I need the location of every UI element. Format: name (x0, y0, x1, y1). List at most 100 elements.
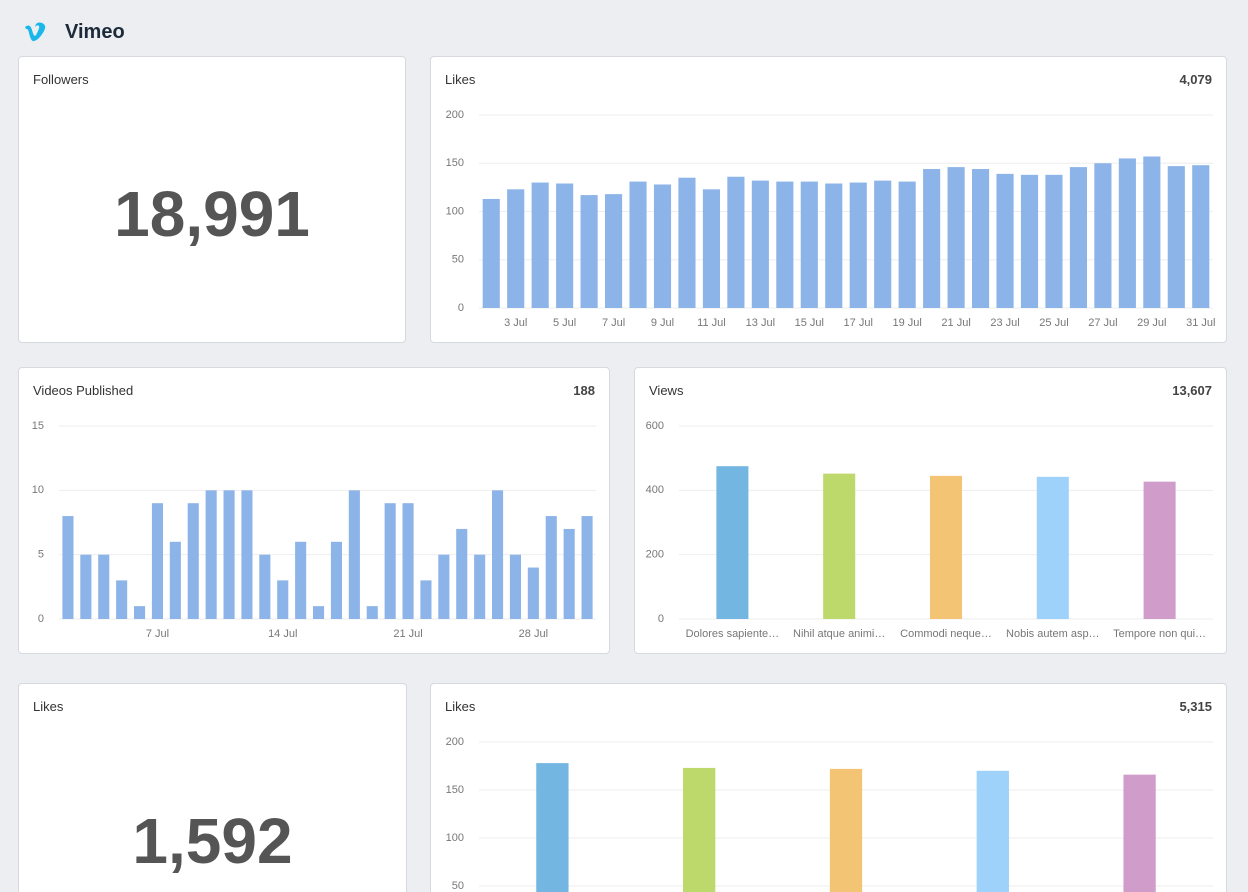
x-tick-label: 21 Jul (393, 628, 422, 640)
y-tick-label: 150 (446, 784, 464, 796)
bar (366, 606, 378, 619)
bar (581, 516, 593, 619)
bar (474, 554, 486, 619)
x-tick-label: Nobis autem asp… (1006, 628, 1100, 640)
y-tick-label: 100 (446, 205, 464, 217)
y-tick-label: 50 (452, 880, 464, 892)
bar (277, 580, 289, 619)
bar (996, 173, 1014, 308)
bar (151, 503, 163, 619)
bar (313, 606, 325, 619)
metric-label: Followers (33, 72, 89, 87)
bar (348, 490, 360, 619)
bar (702, 189, 720, 308)
bar (923, 169, 941, 308)
bar (1069, 167, 1087, 308)
x-tick-label: Nihil atque animi… (793, 628, 885, 640)
chart-card: Likes 4,079 0 50 100 150 200 3 Jul 5 Jul 7 Jul 9… (430, 56, 1227, 343)
y-tick-label: 200 (646, 549, 664, 561)
bar (629, 181, 647, 308)
bar (1192, 165, 1210, 308)
x-tick-label: 9 Jul (651, 317, 674, 329)
bar (62, 516, 74, 619)
bar (402, 503, 414, 619)
app-title: Vimeo (65, 21, 125, 43)
bar (1118, 158, 1136, 308)
chart-total: 4,079 (1179, 72, 1212, 87)
chart-total: 13,607 (1172, 383, 1212, 398)
chart: 50 100 150 200 (446, 736, 1213, 892)
bar (1143, 156, 1161, 308)
x-tick-label: 23 Jul (990, 317, 1019, 329)
bar (898, 181, 916, 308)
metric-value: 1,592 (132, 805, 293, 877)
x-tick-label: 19 Jul (892, 317, 921, 329)
chart-card: Likes 5,315 50 100 150 200 (430, 683, 1227, 892)
bar (205, 490, 217, 619)
logo (25, 22, 46, 42)
bar (776, 181, 794, 308)
x-tick-label: Dolores sapiente… (686, 628, 780, 640)
x-tick-label: 3 Jul (504, 317, 527, 329)
bar (1036, 476, 1069, 619)
bar (492, 490, 504, 619)
bar (849, 182, 867, 308)
x-tick-label: Tempore non qui… (1113, 628, 1206, 640)
bar (825, 183, 843, 308)
y-tick-label: 100 (446, 832, 464, 844)
bar (384, 503, 396, 619)
bar (134, 606, 146, 619)
x-tick-label: 31 Jul (1186, 317, 1215, 329)
y-tick-label: 5 (38, 549, 44, 561)
chart-card: Views 13,607 0 200 400 600 Dolores sapiente…… (634, 367, 1227, 654)
bar (976, 770, 1009, 892)
y-tick-label: 600 (646, 420, 664, 432)
x-tick-label: 27 Jul (1088, 317, 1117, 329)
metric-value: 18,991 (114, 178, 310, 250)
chart: 0 50 100 150 200 3 Jul 5 Jul 7 Jul 9 Jul 11 Jul 13… (446, 109, 1216, 329)
x-tick-label: 17 Jul (844, 317, 873, 329)
x-tick-label: 15 Jul (795, 317, 824, 329)
bar (241, 490, 253, 619)
bar (223, 490, 235, 619)
bar (947, 167, 965, 308)
bar (1020, 174, 1039, 308)
y-tick-label: 400 (646, 484, 664, 496)
y-tick-label: 0 (658, 613, 664, 625)
bar (330, 541, 342, 619)
y-tick-label: 0 (458, 302, 464, 314)
bar (678, 177, 696, 308)
bar (187, 503, 199, 619)
bar (1094, 163, 1112, 308)
chart-title: Views (649, 383, 684, 398)
bar (556, 183, 574, 308)
bar (874, 180, 892, 308)
x-tick-label: 7 Jul (602, 317, 625, 329)
bar (116, 580, 128, 619)
bar (653, 184, 672, 308)
y-tick-label: 0 (38, 613, 44, 625)
bar (563, 528, 575, 619)
bar (683, 767, 716, 892)
x-tick-label: 21 Jul (941, 317, 970, 329)
x-tick-label: 14 Jul (268, 628, 297, 640)
chart-total: 188 (573, 383, 595, 398)
bar (527, 567, 539, 619)
bar (580, 195, 598, 308)
bar (972, 169, 990, 308)
metric-card: Likes 1,592 (18, 683, 407, 892)
x-tick-label: 5 Jul (553, 317, 576, 329)
bar (509, 554, 521, 619)
bar (751, 180, 769, 308)
y-tick-label: 200 (446, 736, 464, 748)
chart: 0 200 400 600 Dolores sapiente… Nihil atque a… (646, 420, 1213, 640)
bar (438, 554, 450, 619)
x-tick-label: 25 Jul (1039, 317, 1068, 329)
bar (507, 189, 525, 308)
x-tick-label: 11 Jul (697, 317, 726, 329)
chart-card: Videos Published 188 0 5 10 15 7 Jul 14 Jul 21… (18, 367, 610, 654)
bar (80, 554, 92, 619)
bar (605, 194, 623, 308)
metric-card: Followers 18,991 (18, 56, 406, 343)
